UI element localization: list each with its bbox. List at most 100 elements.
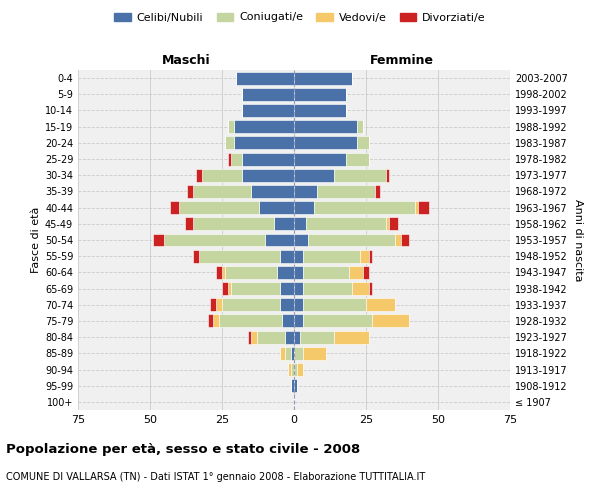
Bar	[230, 152, 242, 166]
Bar	[187, 185, 193, 198]
Legend: Celibi/Nubili, Coniugati/e, Vedovi/e, Divorziati/e: Celibi/Nubili, Coniugati/e, Vedovi/e, Di…	[110, 8, 490, 27]
Bar	[291, 379, 294, 392]
Bar	[386, 218, 389, 230]
Bar	[294, 218, 305, 230]
Bar	[242, 104, 294, 117]
Bar	[302, 298, 366, 311]
Bar	[352, 282, 369, 295]
Bar	[294, 201, 314, 214]
Bar	[179, 201, 259, 214]
Text: Maschi: Maschi	[161, 54, 211, 67]
Bar	[277, 266, 294, 279]
Bar	[222, 266, 225, 279]
Bar	[418, 201, 430, 214]
Bar	[248, 330, 251, 344]
Bar	[358, 120, 363, 133]
Bar	[294, 266, 302, 279]
Bar	[228, 282, 230, 295]
Bar	[291, 347, 294, 360]
Bar	[317, 185, 374, 198]
Bar	[219, 314, 283, 328]
Bar	[242, 152, 294, 166]
Bar	[216, 298, 222, 311]
Bar	[346, 152, 369, 166]
Bar	[415, 201, 418, 214]
Bar	[228, 152, 230, 166]
Text: Popolazione per età, sesso e stato civile - 2008: Popolazione per età, sesso e stato civil…	[6, 442, 360, 456]
Bar	[294, 298, 302, 311]
Bar	[196, 169, 202, 181]
Bar	[294, 169, 334, 181]
Bar	[286, 347, 291, 360]
Bar	[257, 330, 286, 344]
Bar	[334, 169, 386, 181]
Bar	[401, 234, 409, 246]
Bar	[225, 136, 233, 149]
Bar	[294, 136, 358, 149]
Bar	[280, 250, 294, 262]
Y-axis label: Fasce di età: Fasce di età	[31, 207, 41, 273]
Bar	[294, 185, 317, 198]
Bar	[265, 234, 294, 246]
Bar	[294, 363, 297, 376]
Bar	[225, 266, 277, 279]
Bar	[294, 152, 346, 166]
Bar	[208, 314, 214, 328]
Bar	[369, 250, 372, 262]
Bar	[211, 298, 216, 311]
Bar	[294, 282, 302, 295]
Bar	[366, 298, 395, 311]
Bar	[294, 330, 300, 344]
Bar	[294, 120, 358, 133]
Bar	[233, 136, 294, 149]
Bar	[294, 250, 302, 262]
Bar	[291, 363, 294, 376]
Bar	[202, 169, 242, 181]
Bar	[280, 282, 294, 295]
Bar	[294, 314, 302, 328]
Bar	[297, 363, 302, 376]
Bar	[294, 104, 346, 117]
Bar	[199, 250, 280, 262]
Bar	[308, 234, 395, 246]
Bar	[251, 185, 294, 198]
Bar	[305, 218, 386, 230]
Bar	[386, 169, 389, 181]
Bar	[294, 379, 297, 392]
Bar	[302, 314, 372, 328]
Bar	[193, 185, 251, 198]
Bar	[185, 218, 193, 230]
Bar	[372, 314, 409, 328]
Bar	[360, 250, 369, 262]
Bar	[314, 201, 415, 214]
Bar	[259, 201, 294, 214]
Bar	[222, 282, 228, 295]
Bar	[230, 282, 280, 295]
Bar	[280, 298, 294, 311]
Bar	[389, 218, 398, 230]
Bar	[302, 282, 352, 295]
Bar	[395, 234, 401, 246]
Bar	[214, 314, 219, 328]
Bar	[288, 363, 291, 376]
Bar	[300, 330, 334, 344]
Bar	[236, 72, 294, 85]
Bar	[374, 185, 380, 198]
Bar	[286, 330, 294, 344]
Bar	[170, 201, 179, 214]
Bar	[302, 347, 326, 360]
Bar	[294, 72, 352, 85]
Bar	[363, 266, 369, 279]
Bar	[283, 314, 294, 328]
Bar	[274, 218, 294, 230]
Text: COMUNE DI VALLARSA (TN) - Dati ISTAT 1° gennaio 2008 - Elaborazione TUTTITALIA.I: COMUNE DI VALLARSA (TN) - Dati ISTAT 1° …	[6, 472, 425, 482]
Bar	[242, 88, 294, 101]
Bar	[358, 136, 369, 149]
Bar	[302, 266, 349, 279]
Bar	[294, 347, 302, 360]
Bar	[251, 330, 257, 344]
Bar	[228, 120, 233, 133]
Bar	[302, 250, 360, 262]
Bar	[153, 234, 164, 246]
Bar	[222, 298, 280, 311]
